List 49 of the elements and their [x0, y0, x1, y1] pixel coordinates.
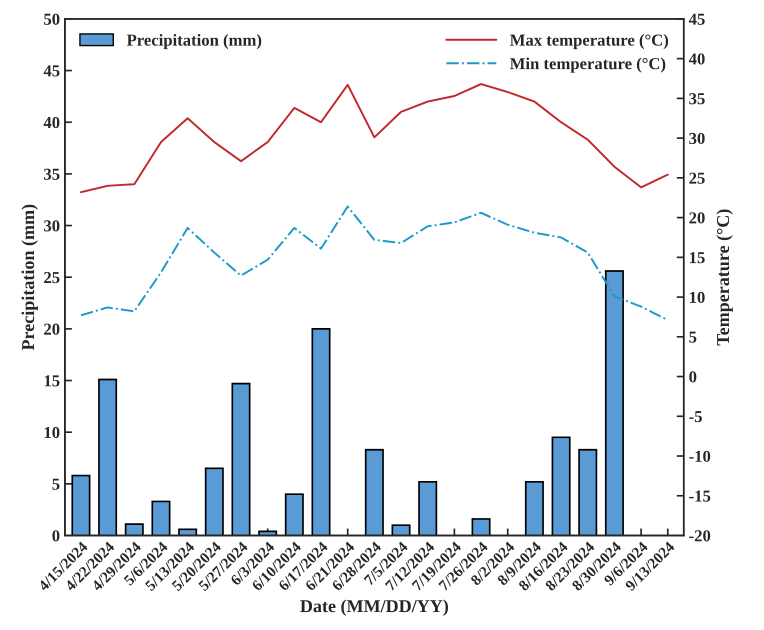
- y2-tick-label: -10: [689, 450, 710, 462]
- bar: [178, 528, 198, 536]
- y-axis-title: Precipitation (mm): [21, 204, 38, 350]
- bar: [604, 270, 624, 536]
- y2-tick-label: 20: [689, 212, 705, 224]
- y2-tick-label: 10: [690, 292, 705, 304]
- bar: [231, 382, 250, 536]
- bar: [472, 518, 491, 536]
- y-tick-label: 25: [44, 272, 60, 284]
- y2-tick-label: -5: [689, 411, 702, 422]
- y2-tick-label: 30: [689, 132, 705, 144]
- bar: [364, 448, 384, 536]
- y-tick-label: 5: [52, 478, 60, 490]
- bar: [392, 524, 411, 536]
- bar: [124, 523, 144, 536]
- bar: [284, 493, 304, 536]
- y2-tick-label: -15: [689, 490, 710, 502]
- bar: [578, 448, 598, 536]
- y-tick-label: 50: [44, 14, 60, 25]
- bar: [98, 378, 118, 536]
- bar: [418, 480, 438, 536]
- x-axis-title: Date (MM/DD/YY): [300, 600, 448, 616]
- y2-tick-label: 45: [688, 14, 705, 25]
- y2-tick-label: 0: [689, 371, 696, 382]
- bar: [524, 480, 544, 536]
- bar: [312, 328, 331, 536]
- bar: [151, 500, 170, 536]
- y-tick-label: 35: [44, 168, 60, 180]
- y2-tick-label: -20: [689, 530, 710, 542]
- y-tick-label: 0: [52, 530, 60, 542]
- legend-label: Min temperature (°C): [510, 58, 666, 73]
- y2-tick-label: 15: [690, 252, 705, 264]
- bar: [204, 468, 224, 536]
- y2-axis-title: Temperature (°C): [716, 209, 733, 346]
- y-tick-label: 15: [44, 375, 60, 386]
- y2-tick-label: 5: [689, 332, 696, 343]
- bar: [552, 436, 571, 536]
- y-tick-label: 40: [44, 116, 60, 128]
- y-tick-label: 10: [44, 426, 60, 438]
- legend-label: Precipitation (mm): [126, 34, 262, 50]
- y2-tick-label: 25: [689, 172, 705, 184]
- y2-tick-label: 40: [688, 53, 705, 65]
- line-series: [80, 83, 669, 194]
- y-tick-label: 30: [44, 220, 60, 232]
- y-tick-label: 20: [44, 324, 60, 335]
- legend-label: Max temperature (°C): [510, 34, 668, 50]
- y2-tick-label: 35: [689, 93, 705, 104]
- bar: [71, 474, 90, 536]
- y-tick-label: 45: [44, 65, 60, 77]
